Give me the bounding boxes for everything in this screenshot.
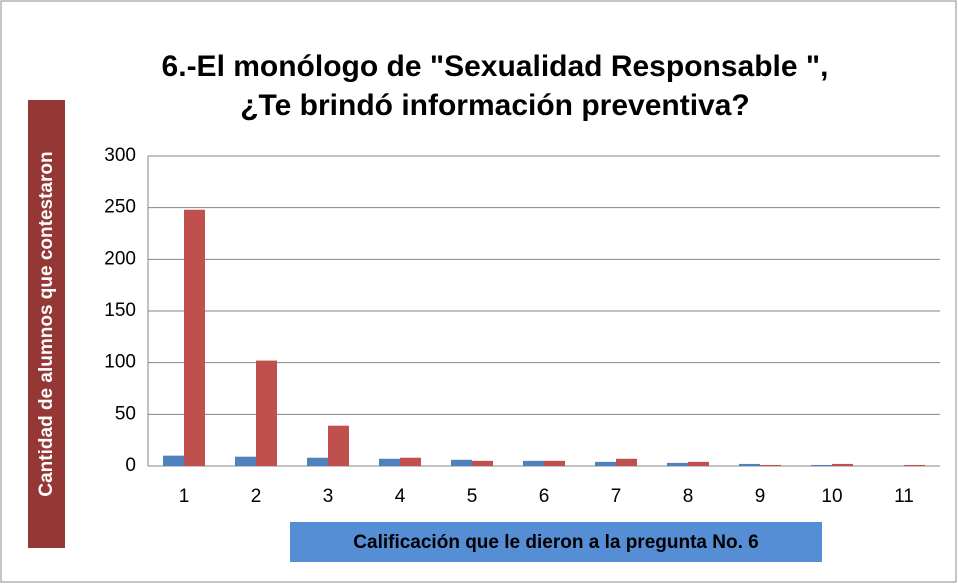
x-tick-label: 1 — [179, 486, 190, 507]
y-tick-label: 200 — [104, 248, 136, 269]
bar — [256, 360, 277, 466]
bar — [544, 460, 565, 466]
x-tick-label: 3 — [323, 486, 334, 507]
y-axis-label: Cantidad de alumnos que contestaron — [36, 151, 57, 496]
bar — [163, 455, 184, 466]
bar — [472, 460, 493, 466]
x-tick-label: 8 — [683, 486, 694, 507]
bar — [451, 459, 472, 466]
x-label-box — [290, 522, 822, 562]
chart-title: 6.-El monólogo de "Sexualidad Responsabl… — [162, 50, 829, 83]
x-tick-label: 11 — [894, 486, 914, 507]
bar — [595, 461, 616, 466]
y-tick-label: 300 — [104, 145, 136, 166]
bar — [400, 457, 421, 466]
y-tick-label: 150 — [104, 300, 136, 321]
bar — [307, 457, 328, 466]
bar — [328, 425, 349, 466]
bar — [760, 464, 781, 466]
bar — [739, 463, 760, 466]
bar — [811, 464, 832, 466]
bar — [616, 458, 637, 466]
x-tick-label: 2 — [251, 486, 262, 507]
y-label-box — [28, 100, 65, 548]
bar — [523, 460, 544, 466]
bar — [832, 463, 853, 466]
y-tick-label: 250 — [104, 197, 136, 218]
bar — [184, 209, 205, 466]
y-tick-label: 0 — [125, 455, 136, 476]
bar — [235, 456, 256, 466]
chart-title: ¿Te brindó información preventiva? — [240, 89, 750, 122]
x-tick-label: 4 — [395, 486, 406, 507]
y-tick-label: 100 — [104, 352, 136, 373]
bar — [904, 464, 925, 466]
x-tick-label: 5 — [467, 486, 478, 507]
x-tick-label: 9 — [755, 486, 766, 507]
bar — [379, 458, 400, 466]
x-tick-label: 7 — [611, 486, 622, 507]
bar — [667, 462, 688, 466]
bar — [688, 461, 709, 466]
y-tick-label: 50 — [115, 403, 136, 424]
x-axis-label: Calificación que le dieron a la pregunta… — [353, 532, 758, 553]
x-tick-label: 10 — [821, 486, 842, 507]
x-tick-label: 6 — [539, 486, 550, 507]
